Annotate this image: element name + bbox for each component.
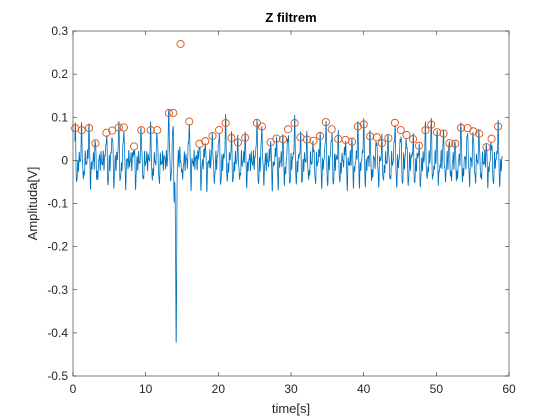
peak-marker [102,128,111,137]
peak-marker [284,125,293,134]
peak-marker [137,126,146,135]
y-tick-label: -0.5 [47,369,68,383]
x-tick-label: 20 [212,382,226,396]
peak-marker [316,131,325,141]
x-axis-ticks: 0 10 20 30 40 50 60 [70,31,516,396]
peak-marker [414,141,423,150]
y-tick-label: 0.2 [51,67,68,81]
peak-marker [451,139,460,148]
peak-marker [327,125,336,134]
peak-marker [359,120,368,129]
peak-marker [421,126,430,135]
y-tick-label: -0.1 [47,197,68,211]
peak-marker [153,126,162,135]
chart-title: Z filtrem [265,10,316,25]
peak-marker [241,133,250,142]
y-tick-label: -0.2 [47,240,68,254]
peak-marker [494,122,503,131]
peak-marker [439,129,448,138]
peak-marker [390,118,399,127]
plot-area [73,31,509,376]
peak-marker [347,137,357,146]
peak-marker [266,138,275,147]
peak-marker [445,139,454,148]
peak-marker [129,142,139,151]
peak-marker [290,119,299,128]
peak-marker [221,119,230,128]
peak-marker [119,123,128,132]
peak-marker [409,135,418,144]
peak-marker [433,128,442,137]
peak-marker [227,133,236,143]
peak-marker [201,137,210,146]
peak-marker [108,126,117,135]
peak-marker [309,136,318,145]
peak-marker [396,126,405,135]
y-tick-label: 0.3 [51,24,68,38]
peak-marker [456,123,466,132]
peak-marker [366,132,375,141]
peak-marker [384,134,393,143]
x-tick-label: 40 [357,382,371,396]
peak-marker [469,127,478,136]
peak-marker [302,135,312,144]
peak-markers [71,39,503,152]
peak-marker [91,139,100,148]
peak-marker [215,126,224,135]
peak-marker [377,139,386,148]
y-tick-label: -0.4 [47,326,68,340]
x-tick-label: 10 [139,382,153,396]
peak-marker [475,129,484,138]
peak-marker [146,126,155,135]
x-axis-label: time[s] [272,401,310,416]
peak-marker [176,39,185,48]
x-tick-label: 50 [430,382,444,396]
peak-marker [321,118,330,127]
peak-marker [164,108,173,117]
y-tick-label: 0 [61,153,68,167]
peak-marker [208,131,217,141]
x-tick-label: 0 [70,382,77,396]
signal-line [74,109,503,343]
peak-marker [169,108,178,117]
peak-marker [372,133,381,142]
peak-marker [482,143,491,152]
y-axis-label: Amplituda[V] [25,167,40,241]
x-tick-label: 30 [284,382,298,396]
x-tick-label: 60 [502,382,516,396]
y-tick-label: 0.1 [51,110,68,124]
peak-marker [272,134,281,143]
peak-marker [487,134,496,143]
y-axis-ticks: -0.5 -0.4 -0.3 -0.2 -0.1 0 0.1 0.2 0.3 [47,24,509,383]
peak-marker [278,135,288,144]
peak-marker [233,138,243,147]
peak-marker [353,122,362,131]
signal-layer [74,109,503,343]
y-tick-label: -0.3 [47,283,68,297]
peak-marker [84,123,94,133]
peak-marker [185,117,194,126]
peak-marker [77,126,86,135]
peak-marker [427,120,436,129]
peak-marker [114,123,123,132]
peak-marker [257,122,266,131]
peak-marker [402,130,411,140]
